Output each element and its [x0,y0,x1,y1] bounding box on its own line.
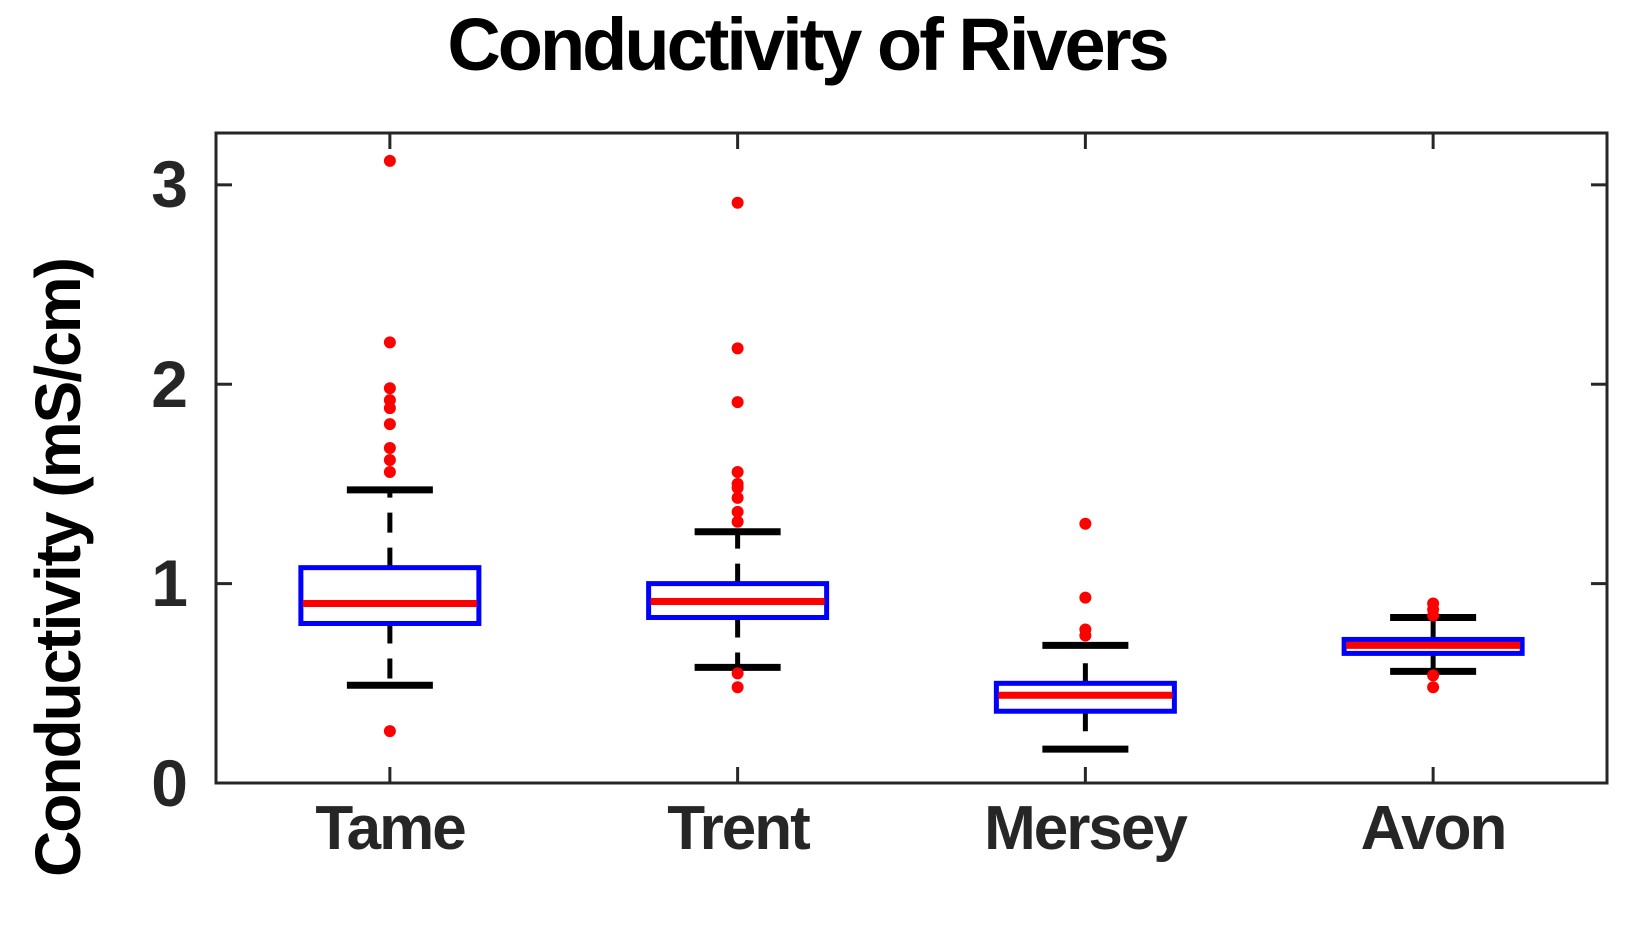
box-group-avon [1341,597,1525,694]
outlier-dot [1427,681,1440,694]
outlier-dot [731,196,744,209]
box-group-tame [298,154,482,738]
outlier-dot [731,491,744,504]
outlier-dot [383,453,396,466]
axes-frame [214,131,1609,785]
outlier-dot [1427,669,1440,682]
outlier-dot [731,465,744,478]
outlier-dot [383,402,396,415]
outlier-dot [731,481,744,494]
box-group-trent [646,196,830,694]
outlier-dot [383,418,396,431]
x-tick-label-tame: Tame [315,794,466,863]
outlier-dot [383,465,396,478]
outlier-dot [383,442,396,455]
y-tick-label-0: 0 [151,746,188,820]
outlier-dot [731,342,744,355]
iqr-box [1341,636,1525,656]
y-tick-label-2: 2 [151,347,188,421]
iqr-box [646,581,830,621]
y-tick-label-3: 3 [151,147,188,221]
y-axis-label: Conductivity (mS/cm) [22,259,94,877]
y-tick-label-1: 1 [151,546,188,620]
chart-title: Conductivity of Rivers [447,3,1169,86]
outlier-dot [731,667,744,680]
outlier-dot [383,725,396,738]
x-tick-label-trent: Trent [667,794,811,863]
x-tick-label-avon: Avon [1360,794,1508,863]
outlier-dot [731,505,744,518]
outlier-dot [1427,609,1440,622]
iqr-box [298,565,482,626]
outlier-dot [1079,517,1092,530]
outlier-dot [731,515,744,528]
outlier-dot [1079,591,1092,604]
outlier-dot [731,681,744,694]
plot-area-border [214,131,1609,785]
outlier-dot [383,154,396,167]
outlier-dot [383,336,396,349]
box-group-mersey [993,517,1177,753]
outlier-dot [731,396,744,409]
outlier-dot [383,382,396,395]
outlier-dot [1079,629,1092,642]
x-tick-label-mersey: Mersey [984,794,1188,863]
iqr-box [993,680,1177,714]
